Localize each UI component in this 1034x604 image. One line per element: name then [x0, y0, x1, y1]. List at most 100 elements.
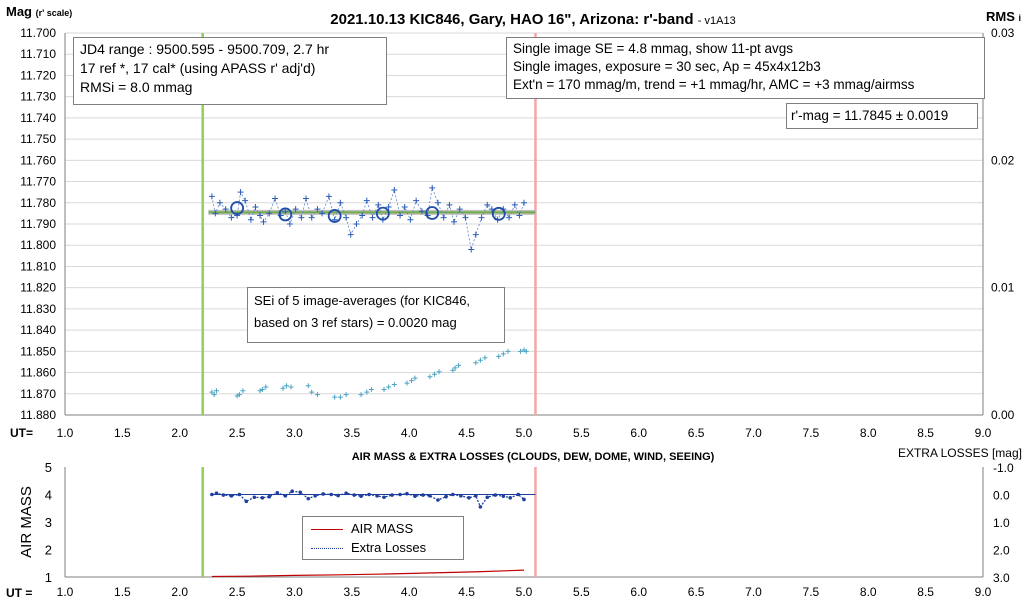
- sei-point: [337, 394, 343, 400]
- sei-point: [477, 357, 483, 363]
- extra-losses-point: [290, 489, 295, 494]
- y-tick-label: 11.770: [20, 175, 56, 189]
- extra-losses-point: [485, 495, 490, 500]
- single-image-point: [314, 206, 321, 213]
- bottom-x-tick-label: 1.5: [114, 585, 131, 599]
- sei-point: [450, 367, 456, 373]
- sei-point: [309, 389, 315, 395]
- extra-losses-point: [501, 494, 506, 498]
- sei-point: [343, 392, 349, 398]
- y-tick-label: 11.750: [20, 132, 56, 146]
- single-image-point: [516, 212, 523, 219]
- single-image-point: [472, 231, 479, 238]
- sei-point: [412, 375, 418, 381]
- extra-losses-point: [493, 493, 498, 497]
- y-tick-label: 11.720: [20, 68, 56, 82]
- single-image-point: [242, 197, 249, 204]
- single-image-point: [521, 199, 527, 206]
- single-image-point: [247, 216, 254, 223]
- extra-loss-tick-label: 3.0: [993, 571, 1010, 585]
- extra-losses-point: [478, 505, 483, 509]
- extra-loss-tick-label: -1.0: [993, 461, 1014, 475]
- sei-point: [518, 348, 524, 354]
- single-image-point: [292, 206, 299, 213]
- average-point: [425, 206, 440, 220]
- air-mass-tick-label: 5: [45, 460, 52, 475]
- extra-losses-point: [421, 493, 425, 497]
- sei-point: [452, 365, 458, 371]
- extra-losses-point: [244, 499, 249, 504]
- average-point: [491, 206, 506, 221]
- sei-point: [505, 348, 511, 354]
- x-tick-label: 8.0: [860, 426, 877, 440]
- air-mass-tick-label: 1: [45, 570, 52, 585]
- sei-point: [427, 374, 433, 380]
- x-tick-label: 2.0: [171, 426, 188, 440]
- y-tick-label: 11.740: [20, 111, 56, 125]
- y2-axis-label-sub: i: [1019, 13, 1022, 23]
- y-tick-label: 11.700: [20, 26, 56, 40]
- extra-losses-point: [522, 497, 526, 502]
- y-tick-label: 11.880: [20, 408, 56, 422]
- legend-label-air-mass: AIR MASS: [351, 521, 414, 536]
- single-image-point: [353, 221, 360, 227]
- x-tick-label: 6.5: [688, 426, 705, 440]
- y-tick-label: 11.830: [20, 302, 56, 316]
- bottom-chart-title: AIR MASS & EXTRA LOSSES (CLOUDS, DEW, DO…: [352, 451, 715, 463]
- extra-losses-point: [352, 493, 356, 497]
- sei-point: [368, 387, 374, 393]
- single-image-point: [212, 210, 219, 217]
- extra-losses-point: [444, 494, 448, 499]
- x-tick-label: 5.0: [516, 426, 533, 440]
- bottom-x-tick-label: 3.5: [344, 585, 361, 599]
- extra-losses-point: [260, 496, 265, 500]
- legend-label-extra-losses: Extra Losses: [351, 540, 427, 555]
- y-tick-label: 11.840: [20, 323, 56, 337]
- single-image-point: [391, 187, 398, 194]
- y2-tick-label: 0.03: [991, 26, 1015, 40]
- bottom-x-tick-label: 7.5: [803, 585, 820, 599]
- sei-point: [436, 369, 442, 375]
- y2-tick-label: 0.00: [991, 408, 1015, 422]
- single-image-point: [468, 246, 475, 253]
- single-image-point: [252, 204, 259, 211]
- single-image-point: [298, 214, 305, 221]
- extra-losses-point: [413, 494, 417, 498]
- extra-losses-point: [275, 491, 280, 495]
- single-image-point: [260, 218, 267, 225]
- single-image-point: [325, 193, 332, 200]
- single-image-point: [308, 214, 315, 221]
- x-tick-label: 1.0: [57, 426, 74, 440]
- single-image-point: [266, 210, 273, 217]
- sei-point: [500, 351, 506, 357]
- sei-point: [332, 394, 338, 400]
- y-tick-label: 11.780: [20, 196, 56, 210]
- legend-item-air-mass: AIR MASS: [311, 520, 413, 537]
- y-tick-label: 11.810: [20, 259, 56, 273]
- air-mass-tick-label: 4: [45, 488, 52, 503]
- extra-losses-point: [390, 493, 394, 497]
- sei-point: [283, 383, 289, 389]
- single-image-point: [478, 214, 485, 221]
- single-image-point: [401, 204, 408, 211]
- sei-point: [240, 388, 246, 394]
- sei-point: [280, 385, 286, 391]
- sei-point: [288, 384, 294, 390]
- single-image-point: [216, 199, 223, 206]
- x-tick-label: 7.5: [803, 426, 820, 440]
- single-image-point: [343, 214, 350, 221]
- info-line-exposure: Single images, exposure = 30 sec, Ap = 4…: [513, 59, 821, 74]
- single-image-point: [302, 195, 309, 202]
- bottom-x-tick-label: 2.5: [229, 585, 246, 599]
- sei-point: [213, 388, 219, 394]
- y-tick-label: 11.820: [20, 281, 56, 295]
- result-box: r'-mag = 11.7845 ± 0.0019: [786, 103, 978, 129]
- y-tick-label: 11.760: [20, 153, 56, 167]
- sei-point: [431, 371, 437, 377]
- bottom-x-tick-label: 2.0: [171, 585, 188, 599]
- sei-point: [391, 381, 397, 387]
- single-image-point: [369, 214, 376, 221]
- extra-losses-point: [321, 492, 325, 496]
- sei-point: [404, 380, 410, 386]
